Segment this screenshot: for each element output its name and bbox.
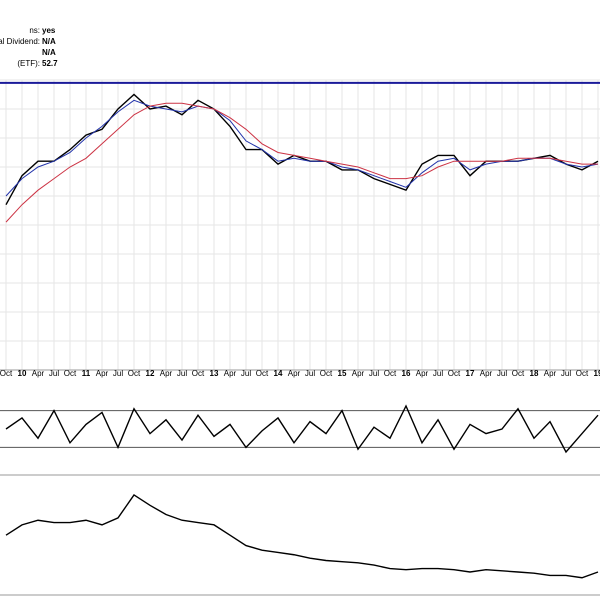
x-tick-label: 11: [82, 369, 91, 378]
x-tick-label: Oct: [192, 369, 205, 378]
x-tick-label: 14: [274, 369, 283, 378]
x-tick-label: Apr: [416, 369, 429, 378]
x-tick-label: Apr: [288, 369, 301, 378]
x-tick-label: 16: [402, 369, 411, 378]
info-label: ns:: [29, 26, 40, 35]
x-tick-label: Apr: [96, 369, 109, 378]
x-tick-label: Apr: [224, 369, 237, 378]
x-tick-label: 12: [146, 369, 155, 378]
x-tick-label: Oct: [128, 369, 141, 378]
info-label: (ETF):: [17, 59, 40, 68]
series-line: [5, 102, 598, 223]
x-tick-label: Jul: [433, 369, 443, 378]
info-label: al Dividend:: [0, 37, 40, 46]
x-tick-label: Oct: [512, 369, 525, 378]
x-tick-label: 13: [210, 369, 219, 378]
x-tick-label: Oct: [0, 369, 13, 378]
series-line: [5, 404, 599, 454]
x-tick-label: 17: [466, 369, 475, 378]
x-tick-label: Jul: [305, 369, 315, 378]
x-tick-label: Jul: [49, 369, 59, 378]
x-tick-label: Jul: [369, 369, 379, 378]
info-value: N/A: [42, 37, 56, 46]
x-tick-label: Oct: [256, 369, 269, 378]
x-tick-label: Apr: [160, 369, 173, 378]
x-tick-label: Jul: [497, 369, 507, 378]
x-tick-label: Apr: [544, 369, 557, 378]
info-value: yes: [42, 26, 56, 35]
info-value: N/A: [42, 48, 56, 57]
x-tick-label: Apr: [352, 369, 365, 378]
x-tick-label: Oct: [384, 369, 397, 378]
x-tick-label: 18: [530, 369, 539, 378]
x-tick-label: Jul: [561, 369, 571, 378]
x-tick-label: Oct: [320, 369, 333, 378]
x-tick-label: Jul: [113, 369, 123, 378]
x-tick-label: 15: [338, 369, 347, 378]
x-tick-label: 10: [18, 369, 27, 378]
series-line: [5, 99, 599, 197]
series-line: [5, 493, 599, 579]
x-tick-label: Oct: [576, 369, 589, 378]
info-value: 52.7: [42, 59, 58, 68]
x-tick-label: 19: [594, 369, 600, 378]
x-tick-label: Apr: [480, 369, 493, 378]
series-line: [5, 93, 599, 206]
x-tick-label: Jul: [177, 369, 187, 378]
x-tick-label: Jul: [241, 369, 251, 378]
x-tick-label: Apr: [32, 369, 45, 378]
x-tick-label: Oct: [448, 369, 461, 378]
x-tick-label: Oct: [64, 369, 77, 378]
